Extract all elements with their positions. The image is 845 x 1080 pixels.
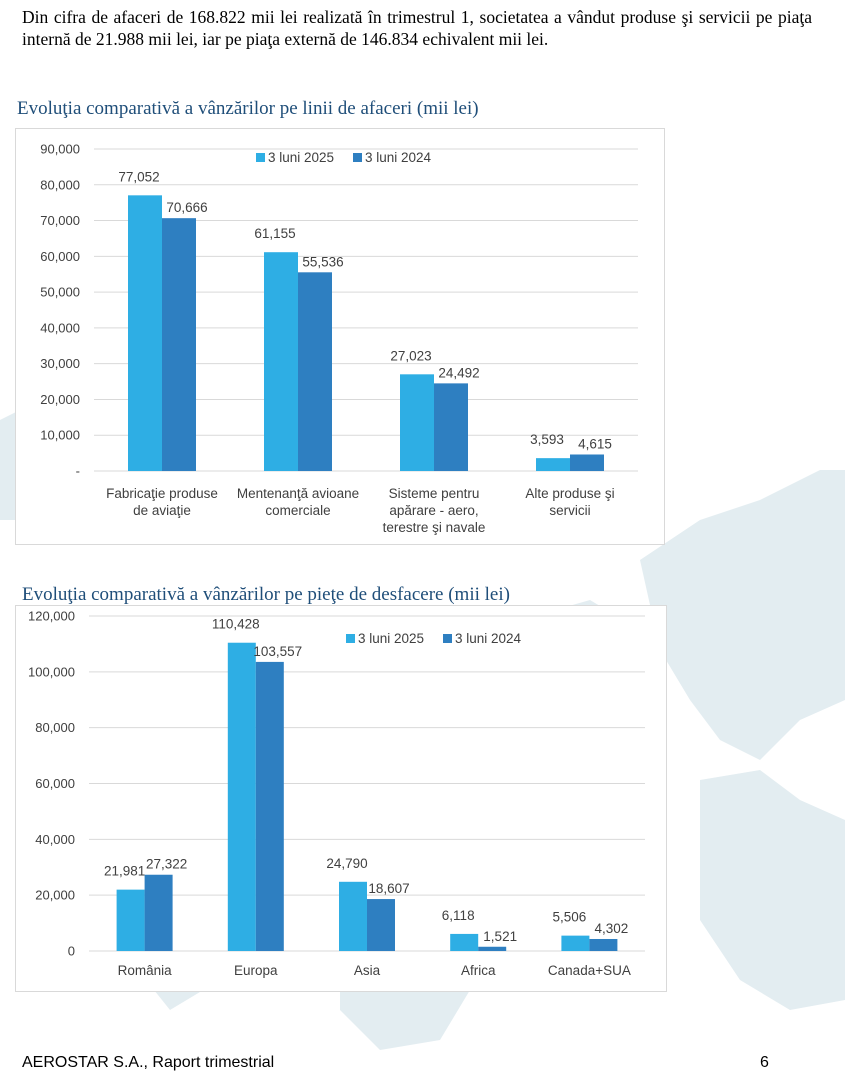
data-label: 27,322 (146, 857, 187, 872)
data-label: 6,118 (442, 908, 475, 923)
footer-company: AEROSTAR S.A., Raport trimestrial (22, 1054, 275, 1071)
bar (162, 218, 196, 471)
bar (400, 374, 434, 471)
category-label: Europa (234, 963, 278, 978)
bar (255, 661, 284, 951)
bar (450, 933, 479, 951)
legend-label: 3 luni 2025 (358, 631, 424, 646)
legend-swatch (346, 634, 355, 643)
y-tick-label: 100,000 (28, 664, 75, 679)
business-lines-bar-chart: - 10,000 20,000 30,000 40,000 50,000 60,000 70,… (40, 142, 638, 535)
data-label: 3,593 (530, 432, 564, 447)
category-label: Fabricaţie produse (106, 486, 218, 501)
category-label: România (118, 963, 173, 978)
legend-label: 3 luni 2024 (365, 150, 432, 165)
bar (570, 454, 604, 471)
y-tick-label: 70,000 (40, 213, 80, 228)
chart-2-frame: 0 20,000 40,000 60,000 80,000 100,000 120,000 2… (15, 605, 667, 992)
data-label: 27,023 (390, 348, 431, 363)
legend-label: 3 luni 2025 (268, 150, 334, 165)
chart-1-frame: - 10,000 20,000 30,000 40,000 50,000 60,000 70,… (15, 128, 665, 545)
data-label: 1,521 (483, 929, 517, 944)
data-label: 18,607 (368, 881, 409, 896)
y-tick-label: 80,000 (40, 177, 80, 192)
category-label: Sisteme pentru (389, 486, 480, 501)
markets-bar-chart: 0 20,000 40,000 60,000 80,000 100,000 120,000 2… (28, 609, 645, 978)
y-tick-label: - (76, 464, 80, 479)
bar (561, 935, 590, 951)
category-label: servicii (549, 503, 590, 518)
y-tick-label: 40,000 (35, 832, 75, 847)
bar (264, 252, 298, 471)
category-label: de aviaţie (133, 503, 191, 518)
bar (298, 272, 332, 471)
bar (589, 938, 618, 951)
bar (227, 642, 256, 951)
bar (128, 195, 162, 471)
bar (536, 458, 570, 471)
y-tick-label: 60,000 (35, 776, 75, 791)
y-tick-label: 120,000 (28, 609, 75, 624)
category-label: Asia (354, 963, 381, 978)
chart-2-title: Evoluţia comparativă a vânzărilor pe pie… (22, 584, 510, 605)
data-label: 5,506 (553, 910, 587, 925)
bar (339, 881, 367, 951)
legend-swatch (443, 634, 452, 643)
bar (478, 946, 507, 951)
data-label: 77,052 (118, 169, 159, 184)
y-tick-label: 10,000 (40, 428, 80, 443)
chart-1-title: Evoluţia comparativă a vânzărilor pe lin… (17, 98, 479, 119)
category-label: Africa (461, 963, 496, 978)
category-label: Alte produse şi (525, 486, 614, 501)
legend-label: 3 luni 2024 (455, 631, 522, 646)
y-tick-label: 90,000 (40, 142, 80, 157)
data-label: 61,155 (254, 226, 295, 241)
bar (367, 899, 395, 951)
data-label: 103,557 (253, 644, 302, 659)
data-label: 70,666 (166, 200, 207, 215)
y-tick-label: 80,000 (35, 720, 75, 735)
bar (144, 874, 173, 951)
y-tick-label: 60,000 (40, 249, 80, 264)
legend-swatch (256, 153, 265, 162)
data-label: 55,536 (302, 254, 343, 269)
bar (434, 383, 468, 471)
data-label: 110,428 (212, 617, 260, 632)
y-tick-label: 20,000 (35, 888, 75, 903)
bar (116, 889, 145, 951)
category-label: terestre şi navale (383, 520, 486, 535)
category-label: apărare - aero, (389, 503, 478, 518)
category-label: Mentenanţă avioane (237, 486, 359, 501)
category-label: comerciale (265, 503, 330, 518)
y-tick-label: 0 (68, 944, 75, 959)
y-tick-label: 40,000 (40, 320, 80, 335)
data-label: 24,492 (438, 365, 479, 380)
data-label: 4,615 (578, 436, 612, 451)
category-label: Canada+SUA (548, 963, 631, 978)
legend-swatch (353, 153, 362, 162)
data-label: 24,790 (326, 856, 367, 871)
y-tick-label: 20,000 (40, 392, 80, 407)
y-tick-label: 30,000 (40, 356, 80, 371)
data-label: 21,981 (104, 864, 145, 879)
intro-paragraph: Din cifra de afaceri de 168.822 mii lei … (22, 7, 812, 49)
data-label: 4,302 (595, 921, 629, 936)
y-tick-label: 50,000 (40, 285, 80, 300)
page-number: 6 (760, 1054, 769, 1071)
